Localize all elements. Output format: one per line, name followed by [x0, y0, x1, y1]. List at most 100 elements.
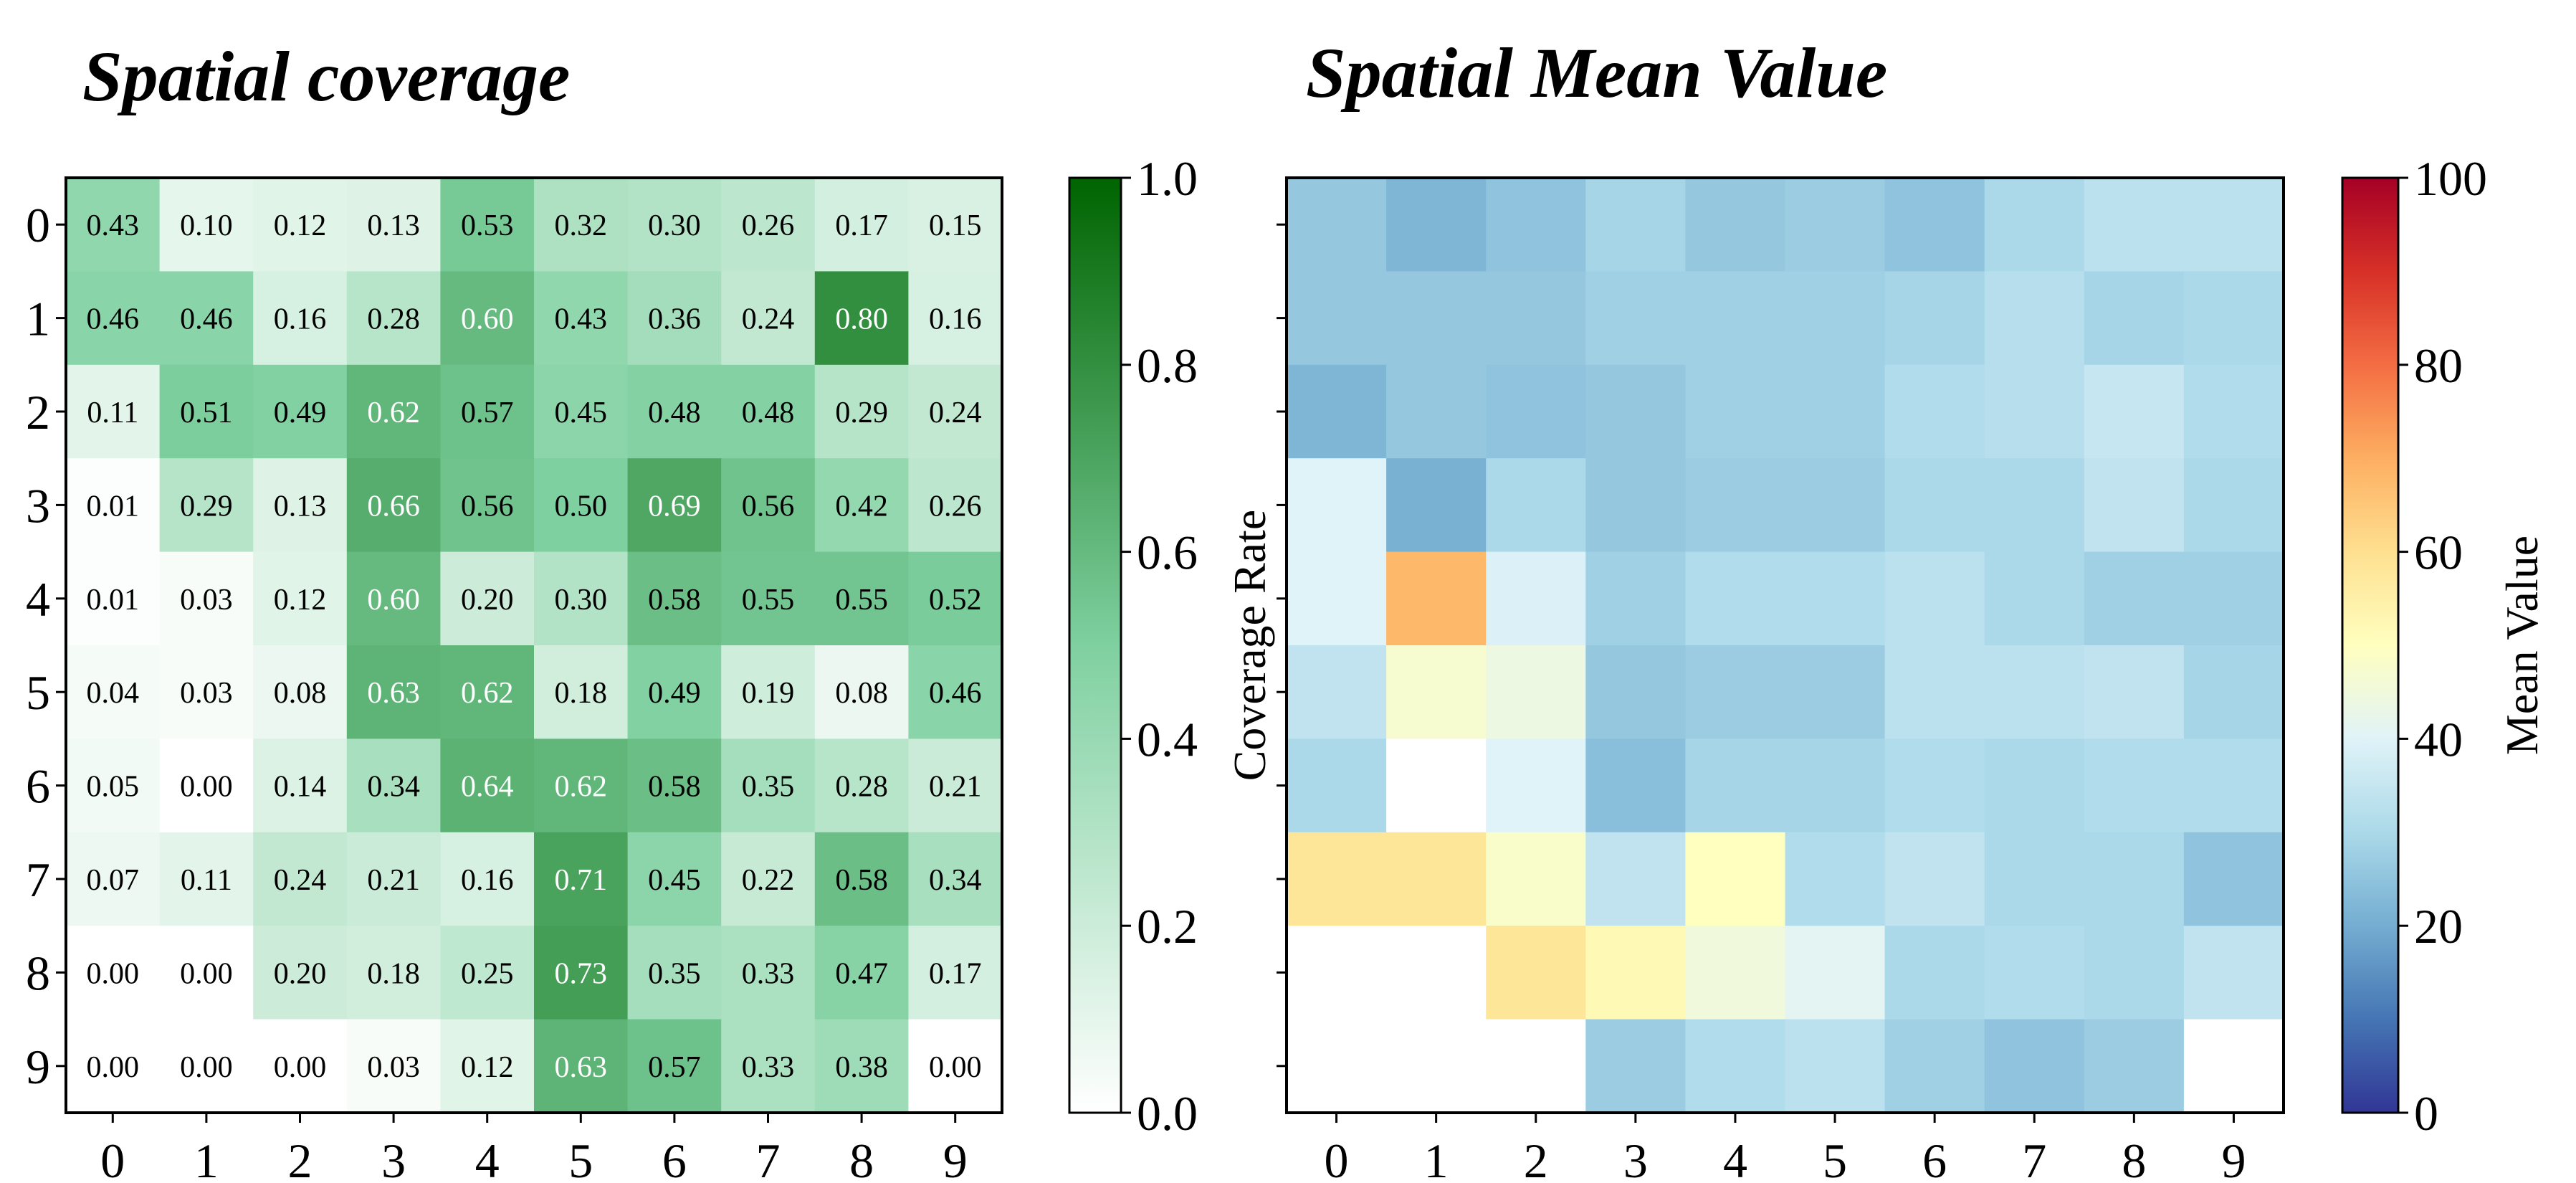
heatmap-cell: [2084, 178, 2185, 272]
heatmap-cell: [1685, 645, 1786, 739]
cell-label: 0.24: [274, 864, 327, 897]
heatmap-cell: [2084, 926, 2185, 1020]
heatmap-cell: [1287, 271, 1387, 366]
heatmap-cell: [440, 271, 535, 366]
y-tick-label: 5: [26, 665, 50, 720]
cell-label: 0.13: [367, 209, 420, 242]
cell-label: 0.45: [555, 396, 608, 429]
cell-label: 0.20: [274, 957, 327, 990]
cell-label: 0.19: [742, 677, 795, 710]
cell-label: 0.26: [929, 490, 982, 523]
heatmap-cell: [1884, 738, 1985, 833]
heatmap-cell: [1486, 458, 1586, 553]
heatmap-cell: [1884, 178, 1985, 272]
cell-label: 0.15: [929, 209, 982, 242]
heatmap-cell: [1486, 738, 1586, 833]
cell-label: 0.03: [367, 1051, 420, 1084]
cell-label: 0.13: [274, 490, 327, 523]
colorbar-tick-label: 100: [2414, 151, 2487, 206]
heatmap-cell: [1486, 551, 1586, 646]
cell-label: 0.56: [742, 490, 795, 523]
colorbar-tick-label: 20: [2414, 899, 2463, 954]
heatmap-cell: [1984, 832, 2085, 926]
colorbar-tick-label: 40: [2414, 712, 2463, 766]
heatmap-cell: [440, 1019, 535, 1113]
cell-label: 0.52: [929, 584, 982, 617]
heatmap-cell: [1585, 271, 1686, 366]
y-tick-label: 0: [26, 198, 50, 252]
colorbar-tick-label: 0.6: [1137, 526, 1198, 580]
heatmap-cell: [2084, 738, 2185, 833]
heatmap-cell: [534, 1019, 629, 1113]
heatmap-cell: [159, 178, 254, 272]
cell-label: 0.17: [929, 957, 982, 990]
heatmap-cell: [534, 645, 629, 739]
x-tick-label: 5: [1823, 1134, 1847, 1183]
colorbar-tick-label: 1.0: [1137, 151, 1198, 206]
heatmap-cell: [1287, 645, 1387, 739]
cell-label: 0.30: [648, 209, 701, 242]
cell-label: 0.60: [461, 303, 514, 336]
heatmap-cell: [440, 178, 535, 272]
heatmap-cell: [66, 551, 161, 646]
heatmap-cell: [1486, 364, 1586, 459]
heatmap-cell: [627, 271, 722, 366]
heatmap-cell: [1884, 832, 1985, 926]
heatmap-cell: [1884, 1019, 1985, 1113]
heatmap-cell: [814, 551, 909, 646]
cell-label: 0.46: [929, 677, 982, 710]
heatmap-cell: [1386, 271, 1487, 366]
cell-label: 0.63: [367, 677, 420, 710]
heatmap-cell: [1486, 926, 1586, 1020]
heatmap-cell: [1984, 551, 2085, 646]
heatmap-cell: [2183, 271, 2284, 366]
heatmap-cell: [534, 364, 629, 459]
y-tick-label: 2: [26, 385, 50, 440]
x-tick-label: 3: [1623, 1134, 1648, 1183]
heatmap-cell: [253, 738, 348, 833]
heatmap-cell: [2084, 1019, 2185, 1113]
heatmap-cell: [534, 271, 629, 366]
heatmap-cell: [2183, 926, 2284, 1020]
cell-label: 0.53: [461, 209, 514, 242]
x-tick-label: 4: [1723, 1134, 1747, 1183]
cell-label: 0.38: [835, 1051, 888, 1084]
cell-label: 0.12: [274, 584, 327, 617]
cell-label: 0.80: [835, 303, 888, 336]
heatmap-cell: [1386, 645, 1487, 739]
cell-label: 0.11: [181, 864, 232, 897]
y-tick-label: 6: [26, 759, 50, 814]
heatmap-cell: [1685, 178, 1786, 272]
heatmap-cell: [814, 738, 909, 833]
x-tick-label: 1: [1424, 1134, 1449, 1183]
colorbar-tick-label: 0.0: [1137, 1086, 1198, 1141]
heatmap-cell: [814, 926, 909, 1020]
heatmap-cell: [1486, 645, 1586, 739]
cell-label: 0.42: [835, 490, 888, 523]
cell-label: 0.35: [648, 957, 701, 990]
x-tick-label: 0: [100, 1134, 125, 1183]
heatmap-cell: [1585, 364, 1686, 459]
heatmap-cell: [721, 645, 816, 739]
heatmap-cell: [908, 178, 1003, 272]
heatmap-cell: [1685, 1019, 1786, 1113]
x-tick-label: 1: [194, 1134, 219, 1183]
heatmap-cell: [908, 1019, 1003, 1113]
cell-label: 0.58: [835, 864, 888, 897]
cell-label: 0.14: [274, 771, 327, 804]
cell-label: 0.07: [87, 864, 140, 897]
heatmap-cell: [1585, 738, 1686, 833]
heatmap-cell: [66, 832, 161, 926]
heatmap-cell: [346, 926, 441, 1020]
heatmap-cell: [627, 832, 722, 926]
cell-label: 0.57: [648, 1051, 701, 1084]
cell-label: 0.12: [461, 1051, 514, 1084]
heatmap-cell: [721, 458, 816, 553]
heatmap-cell: [627, 1019, 722, 1113]
heatmap-cell: [1984, 364, 2085, 459]
cell-label: 0.48: [648, 396, 701, 429]
cell-label: 0.03: [180, 584, 233, 617]
heatmap-cell: [159, 645, 254, 739]
colorbar-tick-label: 0.8: [1137, 338, 1198, 393]
heatmap-cell: [2183, 832, 2284, 926]
